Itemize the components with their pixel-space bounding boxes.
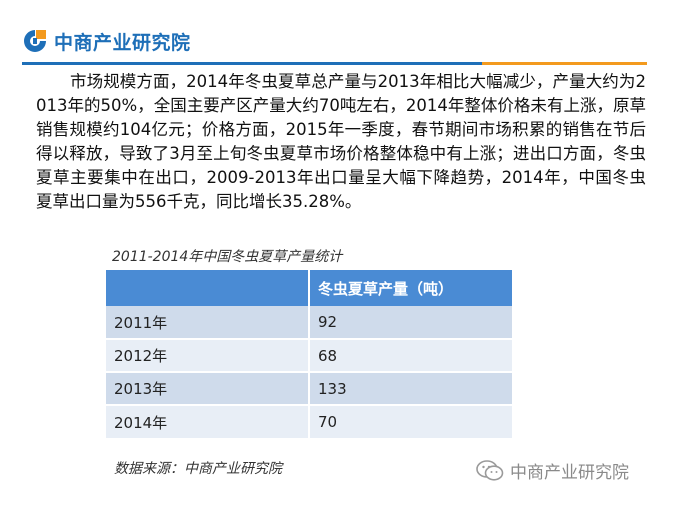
table-row: 2012年 68 — [106, 338, 512, 372]
year-cell: 2011年 — [106, 306, 309, 339]
table-header-row: 冬虫夏草产量（吨） — [106, 270, 512, 306]
production-cell: 133 — [308, 371, 512, 405]
production-cell: 70 — [308, 404, 512, 438]
brand-name: 中商产业研究院 — [54, 31, 191, 54]
wechat-icon — [476, 459, 504, 482]
production-cell: 92 — [308, 306, 512, 339]
table-row: 2011年 92 — [106, 306, 512, 339]
table-header-cell — [106, 270, 309, 306]
source-note: 数据来源：中商产业研究院 — [114, 461, 282, 477]
header-divider — [22, 62, 647, 65]
body-paragraph: 市场规模方面，2014年冬虫夏草总产量与2013年相比大幅减少，产量大约为201… — [36, 72, 646, 211]
table-row: 2013年 133 — [106, 371, 512, 405]
table-header-cell: 冬虫夏草产量（吨） — [308, 270, 512, 306]
table-title: 2011-2014年中国冬虫夏草产量统计 — [112, 249, 343, 265]
watermark-text: 中商产业研究院 — [510, 463, 629, 483]
header: 中商产业研究院 — [22, 26, 191, 56]
header-divider-accent — [482, 62, 647, 65]
production-cell: 68 — [308, 338, 512, 372]
logo-icon — [22, 28, 48, 54]
year-cell: 2012年 — [106, 338, 309, 372]
table-row: 2014年 70 — [106, 404, 512, 438]
year-cell: 2013年 — [106, 371, 309, 405]
watermark: 中商产业研究院 — [476, 458, 629, 483]
year-cell: 2014年 — [106, 404, 309, 438]
production-table: 冬虫夏草产量（吨） 2011年 92 2012年 68 2013年 133 20… — [106, 270, 512, 438]
